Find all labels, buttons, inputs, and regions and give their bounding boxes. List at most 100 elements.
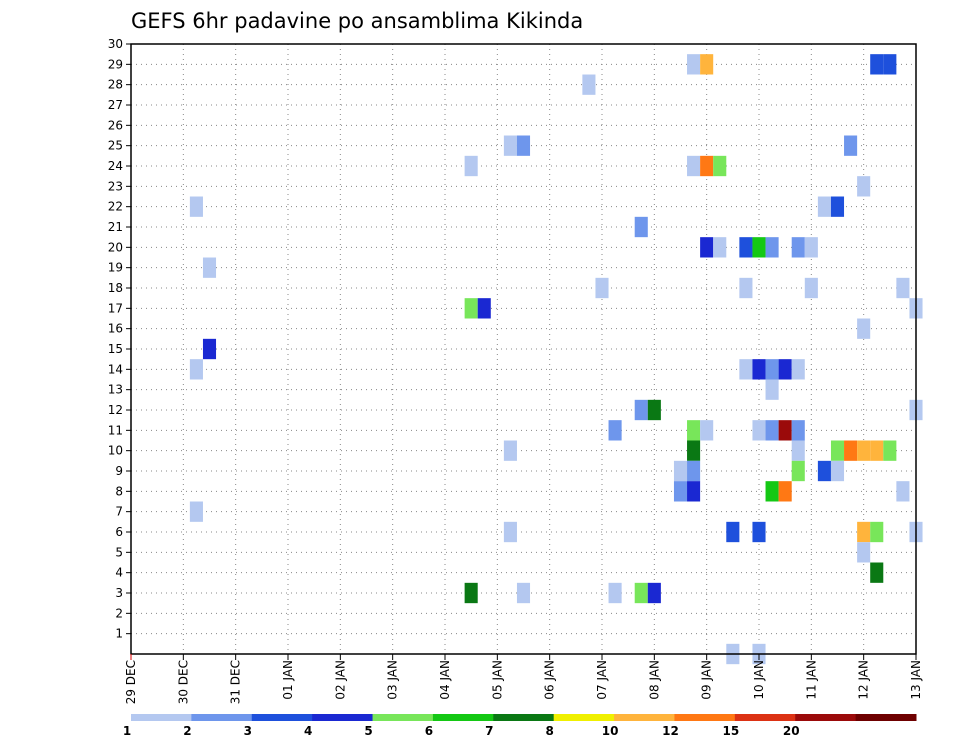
legend-label: 7 — [485, 724, 493, 738]
precip-cell — [700, 420, 714, 441]
y-tick-label: 1 — [115, 627, 123, 641]
precip-cell — [687, 440, 701, 461]
precip-cell — [752, 521, 766, 543]
precip-cell — [896, 277, 910, 299]
precip-cell — [752, 237, 766, 258]
precip-cell — [830, 460, 845, 482]
x-tick-label: 13 JAN — [909, 660, 923, 700]
precip-cell — [883, 54, 897, 75]
color-legend: 1 2 3 4 5 6 7 8 10 12 15 20 — [123, 714, 917, 738]
precip-cell — [503, 521, 517, 543]
y-tick-label: 13 — [108, 383, 123, 397]
x-tick-label: 12 JAN — [857, 660, 871, 700]
precip-cell — [634, 216, 648, 238]
legend-label: 20 — [783, 724, 800, 738]
precip-cell — [791, 440, 805, 461]
legend-swatch — [614, 714, 675, 721]
x-tick-label: 03 JAN — [386, 660, 400, 700]
y-tick-label: 30 — [108, 37, 123, 51]
precip-cell — [857, 542, 871, 563]
legend-swatch — [251, 714, 313, 721]
y-tick-label: 8 — [115, 484, 123, 498]
precip-cell — [739, 277, 753, 299]
precip-cell — [503, 440, 517, 461]
legend-swatch — [191, 714, 253, 721]
precip-cell — [477, 298, 491, 319]
legend-label: 15 — [722, 724, 739, 738]
y-tick-label: 12 — [108, 403, 123, 417]
y-tick-label: 21 — [108, 220, 123, 234]
precip-cell — [830, 440, 845, 461]
precip-cell — [817, 460, 831, 482]
x-tick-label: 31 DEC — [229, 660, 243, 704]
x-tick-label: 02 JAN — [333, 660, 347, 700]
precip-cell — [844, 135, 858, 156]
precip-cell — [883, 440, 897, 461]
y-tick-label: 22 — [108, 200, 123, 214]
precip-cell — [791, 460, 805, 482]
precip-cell — [870, 562, 884, 583]
x-tick-label: 01 JAN — [281, 660, 295, 700]
grid — [131, 43, 916, 654]
x-tick-label: 10 JAN — [752, 660, 766, 700]
y-tick-label: 7 — [115, 505, 123, 519]
precip-cell — [791, 420, 805, 441]
precip-cell — [595, 277, 609, 299]
precip-cell — [778, 359, 792, 380]
legend-swatch — [312, 714, 374, 721]
legend-swatch — [855, 714, 917, 721]
precip-cell — [608, 420, 622, 441]
legend-label: 3 — [244, 724, 252, 738]
y-tick-label: 23 — [108, 179, 123, 193]
y-tick-label: 10 — [108, 444, 123, 458]
legend-label: 6 — [425, 724, 433, 738]
precip-cell — [687, 155, 701, 177]
legend-swatch — [734, 714, 796, 721]
precip-cell — [189, 196, 203, 217]
precip-cell — [687, 481, 701, 502]
legend-swatch — [432, 714, 494, 721]
precip-cell — [765, 420, 779, 441]
y-tick-label: 4 — [115, 566, 123, 580]
precip-cell — [778, 420, 792, 441]
chart-title: GEFS 6hr padavine po ansamblima Kikinda — [131, 9, 583, 33]
precip-cell — [503, 135, 517, 156]
precip-cell — [804, 237, 818, 258]
precip-cell — [857, 318, 871, 339]
y-tick-label: 29 — [108, 57, 123, 71]
precip-cell — [634, 399, 648, 421]
legend-swatch — [131, 714, 192, 721]
precip-cell — [765, 481, 779, 502]
legend-label: 10 — [602, 724, 619, 738]
precip-cell — [844, 440, 858, 461]
legend-swatch — [795, 714, 857, 721]
precip-cell — [857, 440, 871, 461]
y-tick-label: 17 — [108, 301, 123, 315]
y-tick-label: 5 — [115, 545, 123, 559]
y-tick-label: 18 — [108, 281, 123, 295]
legend-label: 5 — [364, 724, 372, 738]
y-tick-label: 3 — [115, 586, 123, 600]
legend-swatch — [674, 714, 736, 721]
precip-cell — [830, 196, 845, 217]
precip-cell — [778, 481, 792, 502]
x-tick-label: 11 JAN — [804, 660, 818, 700]
precip-cell — [870, 440, 884, 461]
precip-cell — [817, 196, 831, 217]
legend-label: 4 — [304, 724, 312, 738]
precip-cell — [516, 135, 531, 156]
x-tick-label: 05 JAN — [490, 660, 504, 700]
precip-cell — [516, 582, 531, 604]
precip-cell — [700, 237, 714, 258]
precip-cell — [202, 338, 217, 360]
precip-cell — [700, 155, 714, 177]
precip-cell — [647, 399, 661, 421]
precip-cell — [739, 237, 753, 258]
precip-cell — [752, 420, 766, 441]
precip-cell — [896, 481, 910, 502]
legend-swatch — [553, 714, 615, 721]
y-tick-label: 19 — [108, 261, 123, 275]
precip-cell — [647, 582, 661, 604]
x-tick-label: 29 DEC — [124, 660, 138, 704]
